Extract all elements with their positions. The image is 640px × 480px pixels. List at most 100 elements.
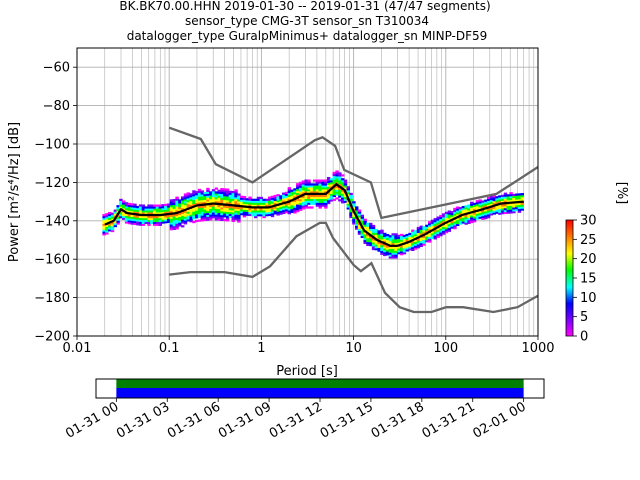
- heatmap-cell: [158, 208, 162, 211]
- heatmap-cell: [450, 214, 454, 218]
- heatmap-cell: [436, 231, 440, 235]
- heatmap-cell: [214, 204, 219, 207]
- high-noise-model-line: [168, 126, 538, 220]
- heatmap-cell: [273, 206, 278, 209]
- heatmap-cell: [326, 176, 331, 180]
- heatmap-cell: [380, 244, 384, 248]
- heatmap-cell: [234, 214, 238, 217]
- heatmap-cell: [338, 193, 342, 196]
- heatmap-cell: [388, 248, 393, 251]
- heatmap-cell: [397, 246, 401, 249]
- heatmap-cell: [242, 209, 247, 212]
- heatmap-cell: [340, 178, 345, 181]
- heatmap-cell: [332, 187, 336, 190]
- heatmap-cell: [321, 179, 325, 182]
- heatmap-cell: [183, 218, 188, 221]
- heatmap-cell: [158, 204, 162, 207]
- heatmap-cell: [357, 224, 362, 228]
- heatmap-cell: [301, 203, 306, 206]
- heatmap-cell: [397, 248, 401, 251]
- heatmap-cell: [520, 202, 525, 205]
- heatmap-cell: [419, 242, 423, 246]
- heatmap-cell: [296, 186, 300, 190]
- heatmap-cell: [130, 203, 134, 206]
- heatmap-cell: [385, 245, 390, 248]
- heatmap-cell: [332, 179, 336, 182]
- heatmap-cell: [340, 197, 345, 200]
- heatmap-cell: [470, 201, 474, 204]
- heatmap-cell: [402, 250, 407, 253]
- heatmap-cell: [113, 224, 118, 228]
- heatmap-cell: [394, 250, 398, 253]
- heatmap-cell: [195, 214, 199, 217]
- heatmap-cell: [321, 196, 325, 200]
- heatmap-cell: [498, 195, 502, 198]
- heatmap-cell: [287, 190, 292, 194]
- heatmap-cell: [427, 238, 432, 241]
- heatmap-cell: [332, 198, 336, 201]
- heatmap-cell: [394, 254, 398, 257]
- heatmap-cell: [363, 228, 367, 231]
- heatmap-cell: [498, 197, 502, 200]
- heatmap-cell: [498, 201, 502, 204]
- heatmap-cell: [509, 199, 513, 203]
- heatmap-cell: [251, 198, 255, 201]
- heatmap-cell: [478, 214, 482, 217]
- heatmap-cell: [290, 193, 294, 196]
- heatmap-cell: [284, 209, 289, 212]
- colorbar-tick-label: 10: [580, 291, 597, 306]
- heatmap-cell: [481, 217, 485, 220]
- heatmap-cell: [520, 208, 525, 211]
- heatmap-cell: [178, 224, 182, 227]
- heatmap-cell: [489, 203, 494, 206]
- heatmap-cell: [186, 203, 191, 207]
- heatmap-cell: [380, 252, 384, 255]
- heatmap-cell: [279, 204, 283, 208]
- heatmap-cell: [253, 210, 258, 213]
- heatmap-cell: [127, 220, 132, 223]
- heatmap-cell: [436, 229, 440, 233]
- heatmap-cell: [512, 199, 516, 202]
- heatmap-cell: [253, 204, 258, 207]
- heatmap-cell: [183, 206, 188, 210]
- heatmap-cell: [391, 256, 395, 259]
- heatmap-cell: [256, 210, 261, 213]
- heatmap-cell: [481, 202, 485, 205]
- heatmap-cell: [486, 212, 491, 215]
- heatmap-cell: [155, 212, 160, 215]
- heatmap-cell: [453, 207, 457, 211]
- heatmap-cell: [346, 193, 350, 197]
- heatmap-cell: [225, 201, 230, 205]
- heatmap-cell: [169, 201, 174, 204]
- heatmap-cell: [433, 237, 438, 240]
- heatmap-cell: [209, 214, 213, 217]
- heatmap-cell: [133, 203, 137, 206]
- heatmap-cell: [287, 202, 292, 205]
- heatmap-cell: [290, 203, 294, 206]
- heatmap-cell: [214, 193, 219, 196]
- heatmap-cell: [296, 206, 300, 209]
- heatmap-cell: [237, 216, 241, 219]
- heatmap-cell: [383, 253, 387, 257]
- heatmap-cell: [248, 202, 252, 205]
- heatmap-cell: [427, 228, 432, 232]
- colorbar-tick-label: 15: [580, 272, 597, 287]
- heatmap-cell: [456, 219, 460, 223]
- heatmap-cell: [444, 225, 449, 228]
- heatmap-cell: [150, 206, 154, 209]
- heatmap-cell: [310, 187, 314, 190]
- heatmap-cell: [315, 185, 320, 188]
- heatmap-cell: [377, 238, 381, 241]
- heatmap-cell: [251, 200, 255, 203]
- heatmap-cell: [284, 193, 289, 196]
- heatmap-cell: [195, 193, 199, 196]
- heatmap-cell: [108, 213, 112, 217]
- heatmap-cell: [217, 206, 221, 210]
- heatmap-cell: [422, 241, 426, 244]
- heatmap-cell: [458, 212, 463, 216]
- heatmap-cell: [166, 220, 171, 223]
- heatmap-cell: [425, 226, 429, 229]
- heatmap-cell: [141, 206, 146, 209]
- heatmap-cell: [492, 200, 496, 204]
- heatmap-cell: [183, 203, 188, 206]
